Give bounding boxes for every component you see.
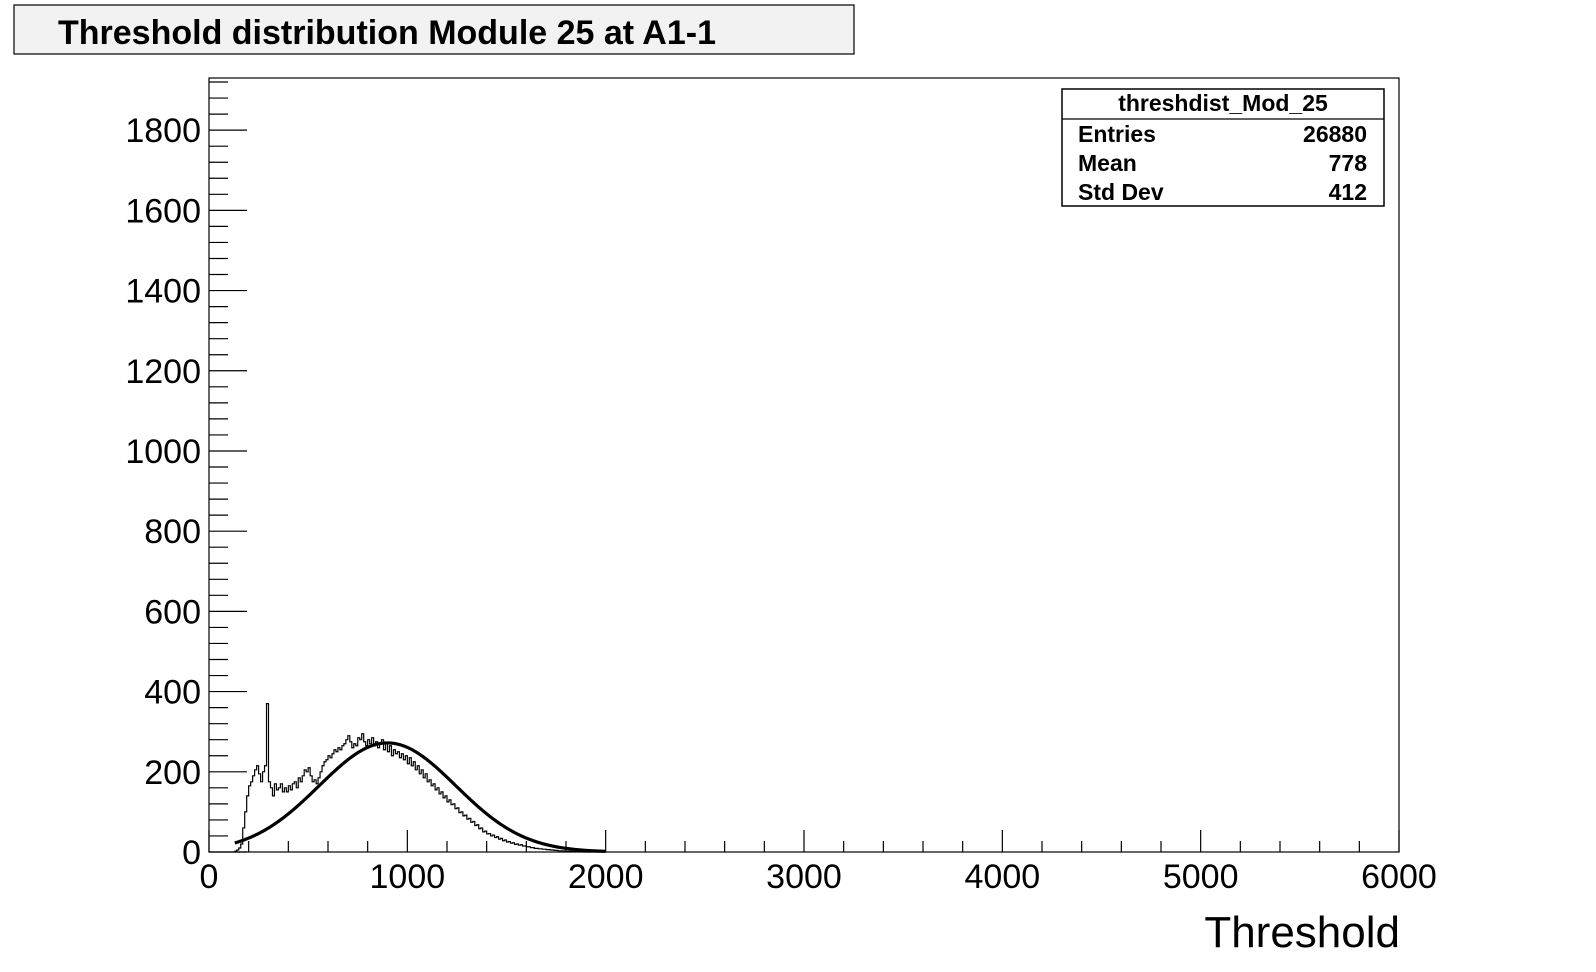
x-tick-label: 0: [200, 858, 219, 896]
stats-stddev-label: Std Dev: [1078, 179, 1164, 205]
y-tick-label: 400: [144, 674, 201, 712]
chart-title: Threshold distribution Module 25 at A1-1: [58, 14, 716, 52]
plot-frame: [208, 77, 1400, 853]
y-tick-label: 1000: [125, 433, 201, 471]
stats-box: threshdist_Mod_25 Entries 26880 Mean 778…: [1061, 88, 1385, 207]
y-tick-label: 1400: [125, 273, 201, 311]
stats-box-title: threshdist_Mod_25: [1118, 90, 1328, 116]
y-tick-label: 1200: [125, 353, 201, 391]
y-tick-label: 600: [144, 593, 201, 631]
x-tick-label: 5000: [1163, 858, 1239, 896]
x-axis-title: Threshold: [1204, 908, 1400, 957]
stats-entries-value: 26880: [1303, 121, 1367, 147]
y-tick-label: 0: [182, 834, 201, 872]
x-tick-label: 2000: [568, 858, 644, 896]
title-box: Threshold distribution Module 25 at A1-1: [13, 4, 855, 55]
stats-mean-label: Mean: [1078, 150, 1137, 176]
y-tick-label: 1600: [125, 192, 201, 230]
gaussian-fit-curve: [234, 741, 606, 853]
y-tick-label: 200: [144, 754, 201, 792]
axes: 0 1000 2000 3000 4000 5000 6000 0 200 400 600 800 10…: [125, 81, 1437, 896]
x-tick-label: 3000: [766, 858, 842, 896]
stats-entries-label: Entries: [1078, 121, 1156, 147]
histogram-series: [234, 703, 606, 853]
x-tick-label: 4000: [965, 858, 1041, 896]
y-tick-label: 800: [144, 513, 201, 551]
stats-mean-value: 778: [1329, 150, 1368, 176]
x-tick-label: 1000: [370, 858, 446, 896]
y-tick-label: 1800: [125, 112, 201, 150]
stats-stddev-value: 412: [1329, 179, 1367, 205]
x-tick-label: 6000: [1361, 858, 1437, 896]
